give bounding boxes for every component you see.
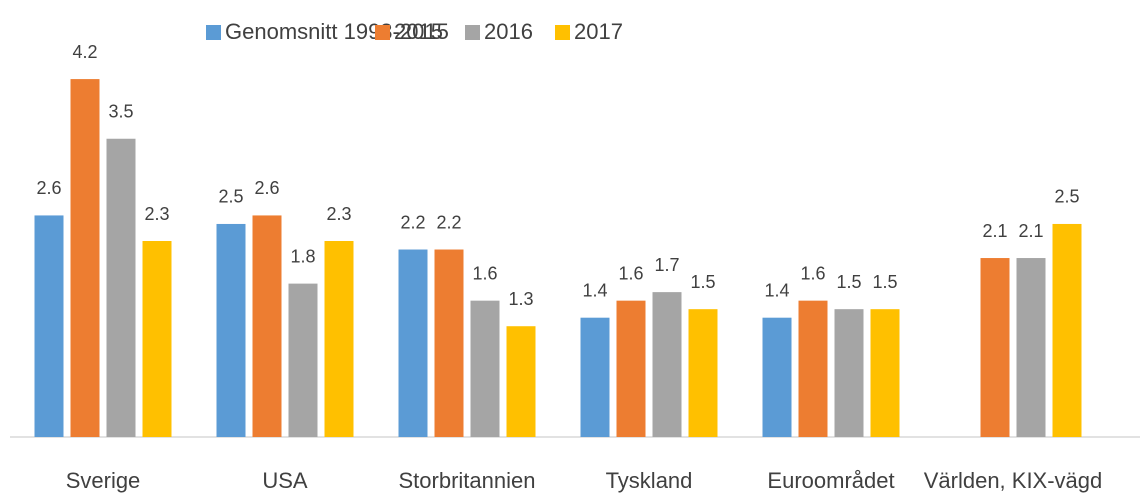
value-label: 1.5 (836, 272, 861, 292)
value-label: 2.2 (400, 212, 425, 232)
bar (252, 215, 282, 437)
bar (288, 283, 318, 437)
bar (762, 317, 792, 437)
value-label: 1.3 (508, 289, 533, 309)
bar (1016, 258, 1046, 437)
value-label: 2.5 (218, 187, 243, 207)
bar (324, 241, 354, 437)
value-label: 1.6 (800, 263, 825, 283)
value-label: 2.3 (144, 204, 169, 224)
x-tick-label: Tyskland (606, 468, 693, 493)
value-label: 2.1 (982, 221, 1007, 241)
value-label: 4.2 (72, 42, 97, 62)
bar (1052, 223, 1082, 437)
bar (106, 138, 136, 437)
bar (70, 79, 100, 437)
legend-label: 2017 (574, 19, 623, 44)
legend-swatch (206, 25, 221, 40)
value-label: 2.1 (1018, 221, 1043, 241)
legend-swatch (465, 25, 480, 40)
bar (34, 215, 64, 437)
bar (870, 309, 900, 437)
value-label: 2.2 (436, 212, 461, 232)
bar (798, 300, 828, 437)
value-label: 1.5 (690, 272, 715, 292)
x-tick-label: Euroområdet (767, 468, 894, 493)
x-tick-label: Sverige (66, 468, 141, 493)
bar (506, 326, 536, 437)
value-label: 1.6 (618, 263, 643, 283)
value-label: 1.5 (872, 272, 897, 292)
value-label: 3.5 (108, 101, 133, 121)
x-tick-label: Storbritannien (399, 468, 536, 493)
bar (652, 292, 682, 437)
value-label: 1.8 (290, 246, 315, 266)
value-label: 2.6 (36, 178, 61, 198)
value-label: 2.6 (254, 178, 279, 198)
value-label: 2.3 (326, 204, 351, 224)
value-label: 2.5 (1054, 187, 1079, 207)
value-label: 1.4 (582, 280, 607, 300)
bar (834, 309, 864, 437)
bar (398, 249, 428, 437)
legend-swatch (555, 25, 570, 40)
legend-swatch (375, 25, 390, 40)
bar (216, 223, 246, 437)
bar (980, 258, 1010, 437)
x-tick-label: Världen, KIX-vägd (924, 468, 1103, 493)
value-label: 1.6 (472, 263, 497, 283)
bar (434, 249, 464, 437)
value-label: 1.4 (764, 280, 789, 300)
legend-label: 2015 (394, 19, 443, 44)
bar (616, 300, 646, 437)
bar (688, 309, 718, 437)
bar (142, 241, 172, 437)
legend-label: Genomsnitt 1993-2015 (225, 19, 449, 44)
bar (580, 317, 610, 437)
value-label: 1.7 (654, 255, 679, 275)
x-tick-label: USA (262, 468, 308, 493)
bar (470, 300, 500, 437)
legend-label: 2016 (484, 19, 533, 44)
